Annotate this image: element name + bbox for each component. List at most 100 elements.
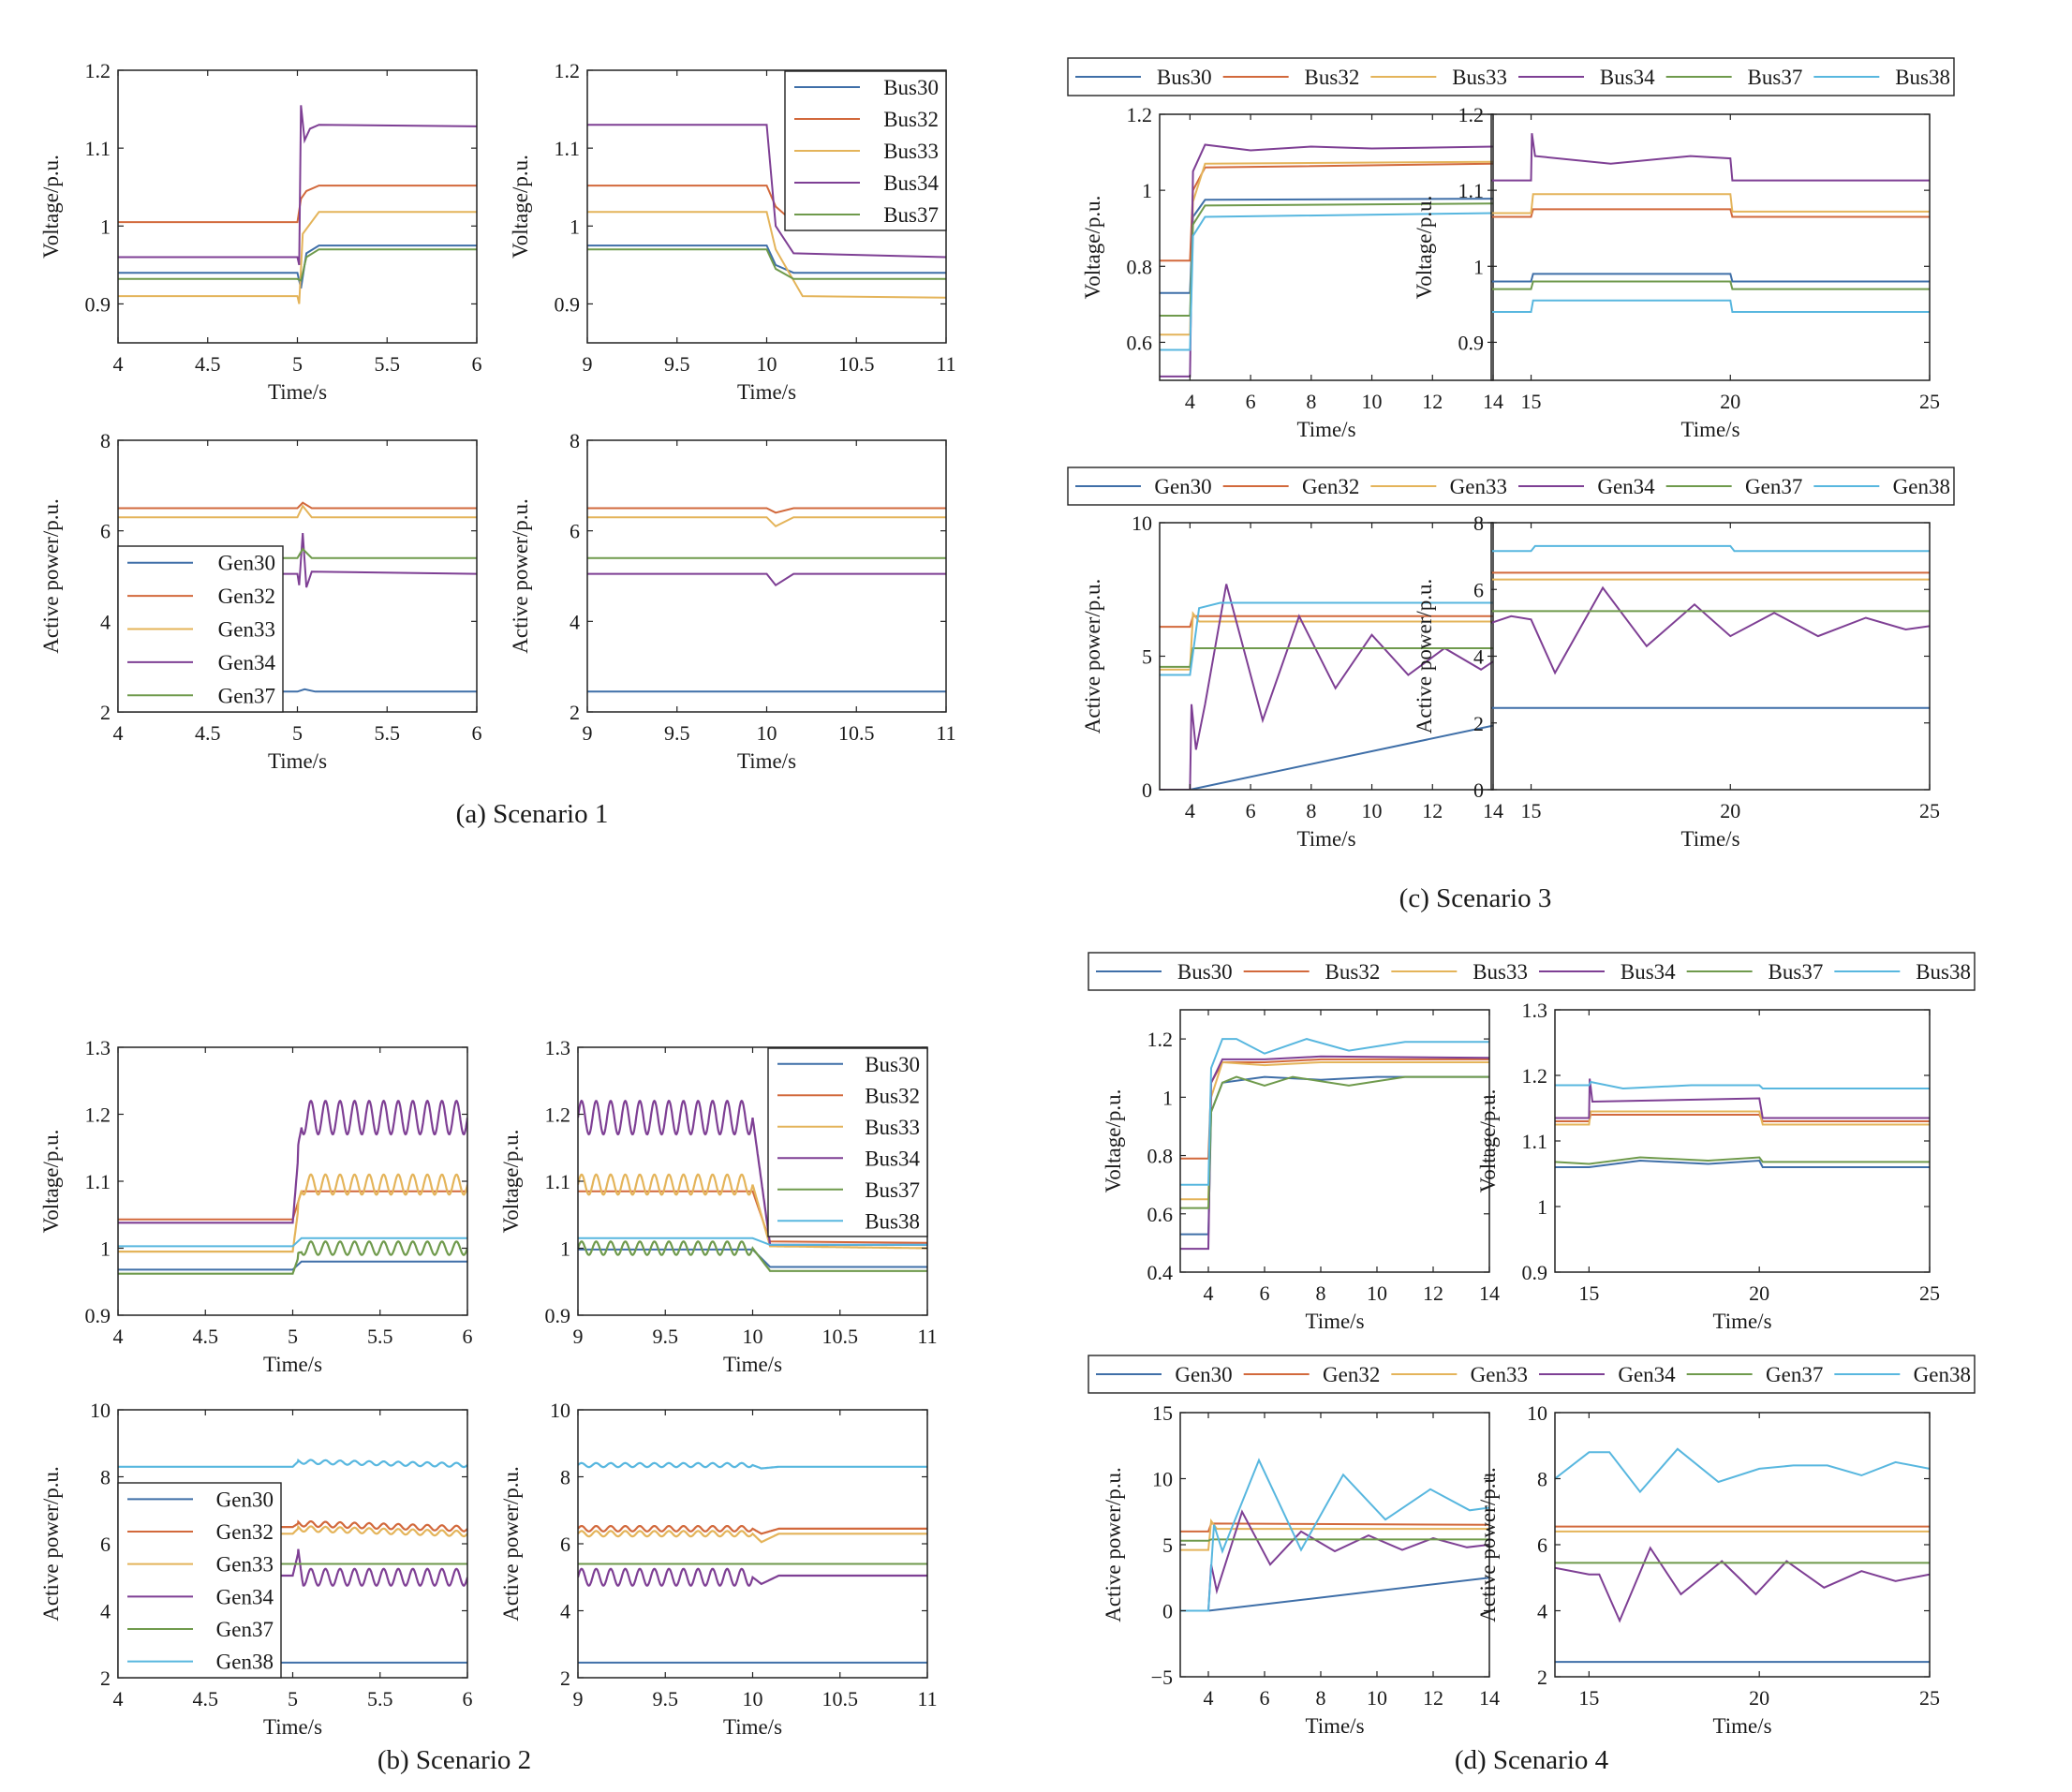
- y-tick-label: 0.4: [1147, 1261, 1174, 1284]
- series-line-bus30: [587, 244, 946, 274]
- legend-box: [1088, 1355, 1976, 1394]
- y-tick-label: 1.2: [545, 1103, 571, 1127]
- legend-label-gen33: Gen33: [218, 618, 275, 642]
- series-line-bus38: [1555, 1080, 1930, 1090]
- x-tick-label: 12: [1422, 390, 1443, 413]
- y-tick-label: 2: [100, 1666, 111, 1690]
- legend-label-bus30: Bus30: [1177, 960, 1233, 984]
- legend-label-bus30: Bus30: [865, 1053, 920, 1076]
- legend-box: [117, 1482, 282, 1679]
- x-tick-label: 20: [1720, 799, 1740, 822]
- series-group: [1160, 143, 1493, 378]
- y-axis-label: Active power/p.u.: [1413, 579, 1436, 733]
- series-line-gen32: [118, 501, 477, 510]
- series-group: [1180, 1458, 1489, 1612]
- chart-15: 4 6 8 10 12 14 −5 0 5 10 15 Time/s Active power/p.u.: [1102, 1401, 1500, 1738]
- y-tick-label: 10: [1527, 1401, 1547, 1425]
- chart-14: 15 20 25 0.9 1 1.1 1.2 1.3 Time/s Voltage/p.u.: [1476, 999, 1940, 1333]
- y-tick-label: 6: [100, 1533, 111, 1556]
- x-tick-label: 4: [113, 721, 124, 745]
- x-tick-label: 4: [113, 1687, 124, 1711]
- y-tick-label: 6: [1473, 578, 1484, 601]
- y-tick-label: 0.8: [1127, 255, 1153, 278]
- legend-label-bus34: Bus34: [883, 171, 939, 195]
- series-line-bus34: [118, 105, 477, 266]
- caption-scenario-3: (c) Scenario 3: [1399, 883, 1552, 913]
- y-tick-label: 6: [560, 1533, 570, 1556]
- y-tick-label: 10: [90, 1399, 111, 1422]
- legend-scenario-2-bus: Bus30 Bus32 Bus33 Bus34 Bus37 Bus38: [767, 1047, 928, 1237]
- x-tick-label: 8: [1306, 390, 1316, 413]
- series-line-bus32: [118, 185, 477, 224]
- y-tick-label: 1.2: [1147, 1028, 1174, 1051]
- series-group: [118, 105, 477, 304]
- x-tick-label: 9: [583, 352, 593, 376]
- series-line-gen38: [1160, 601, 1493, 676]
- series-line-gen34: [1160, 584, 1493, 790]
- x-tick-label: 10.5: [838, 721, 875, 745]
- x-axis-label: Time/s: [1305, 1310, 1364, 1333]
- legend-label-gen32: Gen32: [216, 1520, 274, 1544]
- x-tick-label: 8: [1306, 799, 1316, 822]
- x-axis-label: Time/s: [1680, 418, 1739, 441]
- x-tick-label: 4: [113, 352, 124, 376]
- chart-16: 15 20 25 2 4 6 8 10 Time/s Active power/p.u.: [1476, 1401, 1940, 1738]
- series-line-bus33: [118, 1173, 467, 1253]
- y-tick-label: 10: [1152, 1468, 1173, 1491]
- plot-frame: [1554, 1009, 1931, 1273]
- chart-8: 9 9.5 10 10.5 11 2 4 6 8 10 Time/s Active power/p.u…: [499, 1399, 938, 1739]
- series-line-gen38: [578, 1461, 927, 1470]
- x-tick-label: 12: [1423, 1686, 1443, 1710]
- legend-label-gen30: Gen30: [216, 1488, 274, 1511]
- x-tick-label: 11: [917, 1687, 937, 1711]
- series-line-gen38: [1491, 544, 1930, 553]
- series-line-bus34: [118, 1099, 467, 1224]
- y-tick-label: 1.2: [555, 59, 581, 82]
- series-line-bus34: [1491, 133, 1930, 182]
- plot-frame: [586, 439, 947, 713]
- y-tick-label: 0.9: [85, 292, 111, 316]
- series-line-bus30: [1160, 198, 1493, 294]
- legend-scenario-1-gen: Gen30 Gen32 Gen33 Gen34 Gen37: [117, 545, 284, 713]
- y-axis-label: Voltage/p.u.: [39, 1130, 63, 1234]
- legend-label-gen37: Gen37: [218, 684, 275, 707]
- legend-label-bus32: Bus32: [865, 1084, 920, 1107]
- x-tick-label: 9: [583, 721, 593, 745]
- x-axis-label: Time/s: [1296, 418, 1355, 441]
- x-tick-label: 10: [757, 352, 777, 376]
- legend-scenario-2-gen: Gen30 Gen32 Gen33 Gen34 Gen37 Gen38: [117, 1482, 282, 1679]
- x-tick-label: 14: [1479, 1686, 1500, 1710]
- series-group: [1555, 1447, 1930, 1664]
- x-tick-label: 9.5: [664, 352, 690, 376]
- x-tick-label: 4: [1185, 799, 1195, 822]
- x-tick-label: 4.5: [193, 1325, 219, 1348]
- series-group: [578, 1099, 927, 1272]
- series-group: [1555, 1078, 1930, 1168]
- series-group: [1491, 133, 1930, 313]
- x-tick-label: 11: [936, 352, 955, 376]
- series-line-gen32: [1160, 615, 1493, 629]
- legend-label-gen32: Gen32: [218, 585, 275, 608]
- y-tick-label: 2: [1537, 1666, 1547, 1689]
- y-tick-label: 5: [1142, 645, 1152, 669]
- x-axis-label: Time/s: [1712, 1714, 1771, 1738]
- series-line-bus37: [118, 248, 477, 282]
- x-tick-label: 4.5: [195, 352, 221, 376]
- legend-label-gen34: Gen34: [1597, 475, 1655, 498]
- y-tick-label: 4: [100, 610, 111, 633]
- chart-5: 4 4.5 5 5.5 6 0.9 1 1.1 1.2 1.3 Time/s Voltage/p.u.: [39, 1036, 473, 1376]
- x-tick-label: 5.5: [367, 1325, 393, 1348]
- legend-label-bus30: Bus30: [883, 76, 939, 99]
- series-line-bus37: [1180, 1075, 1489, 1209]
- y-tick-label: 2: [560, 1666, 570, 1690]
- y-tick-label: 4: [560, 1600, 570, 1623]
- legends-layer: Bus30 Bus32 Bus33 Bus34 Bus37 Gen30 Gen32 Gen33…: [117, 57, 1976, 1679]
- series-line-gen34: [1491, 585, 1930, 675]
- legend-scenario-4-gen: Gen30 Gen32 Gen33 Gen34 Gen37 Gen38: [1088, 1355, 1976, 1394]
- series-line-gen34: [118, 533, 477, 588]
- y-tick-label: 0.9: [1458, 331, 1485, 354]
- y-tick-label: 1.1: [85, 137, 111, 160]
- x-tick-label: 4: [1204, 1686, 1214, 1710]
